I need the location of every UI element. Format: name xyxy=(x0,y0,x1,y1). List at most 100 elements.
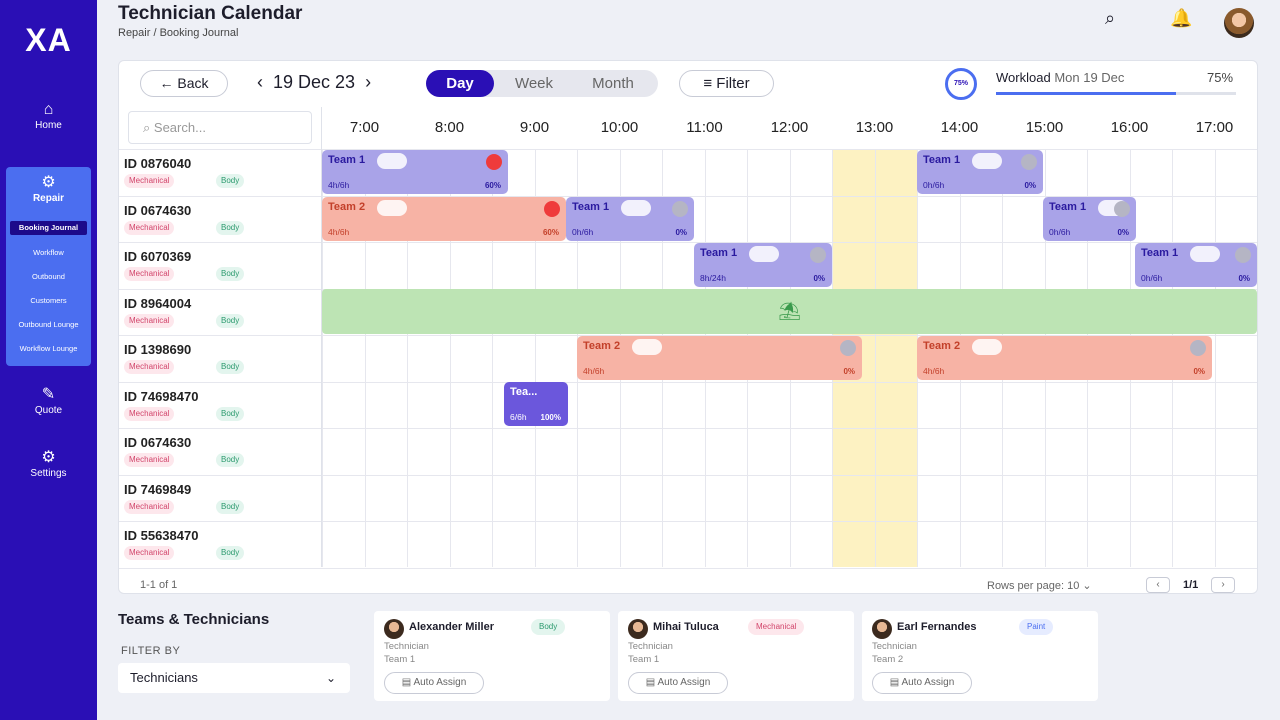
row-id[interactable]: ID 7469849 xyxy=(124,481,192,497)
back-button[interactable]: ← Back xyxy=(140,70,228,97)
chevron-left-icon[interactable]: ‹ xyxy=(257,72,263,92)
row-id[interactable]: ID 55638470 xyxy=(124,528,199,543)
grid-line xyxy=(874,149,876,567)
search-input[interactable]: ⌕ Search... xyxy=(128,111,312,144)
team-avatars xyxy=(749,246,779,262)
job-block[interactable]: Team 2 4h/6h 60% xyxy=(322,197,566,241)
technician-name: Earl Fernandes xyxy=(897,621,977,633)
nav-workflow-lounge[interactable]: Workflow Lounge xyxy=(19,344,78,353)
body-tag: Body xyxy=(216,406,245,421)
nav-quote[interactable]: ✎ Quote xyxy=(0,385,97,416)
pagination-range: 1-1 of 1 xyxy=(140,579,178,591)
nav-customers[interactable]: Customers xyxy=(30,296,67,305)
mechanical-tag: Mechanical xyxy=(124,267,175,281)
calendar-panel: ← Back ‹ 19 Dec 23 › Day Week Month ≡ Fi… xyxy=(118,60,1258,594)
technician-filter-select[interactable]: Technicians ⌄ xyxy=(118,663,350,693)
row-id[interactable]: ID 6070369 xyxy=(124,249,192,264)
row-id[interactable]: ID 0674630 xyxy=(124,202,192,218)
job-block[interactable]: Team 1 0h/6h 0% xyxy=(1043,197,1136,241)
job-hours: 0h/6h xyxy=(1049,227,1071,237)
nav-outbound-lounge[interactable]: Outbound Lounge xyxy=(18,320,79,329)
quote-icon: ✎ xyxy=(41,386,56,403)
technician-role: Technician xyxy=(628,641,673,652)
job-block[interactable]: Team 1 0h/6h 0% xyxy=(566,197,694,241)
body-tag: Body xyxy=(216,453,245,467)
status-icon[interactable] xyxy=(1114,201,1130,217)
auto-assign-button[interactable]: ▤ Auto Assign xyxy=(628,672,728,694)
job-hours: 0h/6h xyxy=(572,227,594,237)
status-icon[interactable] xyxy=(544,201,560,217)
technician-card[interactable]: Alexander Miller Body Technician Team 1 ▤ Au… xyxy=(374,611,610,701)
rows-per-page-select[interactable]: Rows per page: 10 ⌄ xyxy=(987,579,1092,592)
grid-line xyxy=(321,107,322,567)
auto-assign-button[interactable]: ▤ Auto Assign xyxy=(384,672,484,694)
job-hours: 6/6h xyxy=(510,412,527,422)
bell-icon[interactable]: 🔔 xyxy=(1170,8,1193,28)
page-title: Technician Calendar xyxy=(118,3,303,24)
grid-line xyxy=(534,149,536,567)
status-icon[interactable] xyxy=(810,247,826,263)
search-icon[interactable]: ⌕ xyxy=(1105,8,1116,28)
hour-label: 17:00 xyxy=(1195,119,1234,136)
nav-outbound[interactable]: Outbound xyxy=(32,272,65,281)
technician-card[interactable]: Earl Fernandes Paint Technician Team 2 ▤ Aut… xyxy=(862,611,1098,701)
prev-page-button[interactable]: ‹ xyxy=(1146,577,1170,593)
breadcrumb[interactable]: Repair / Booking Journal xyxy=(118,27,239,39)
grid-line xyxy=(119,195,1257,197)
page-indicator: 1/1 xyxy=(1183,579,1199,591)
job-team: Team 2 xyxy=(583,340,621,352)
row-id[interactable]: ID 1398690 xyxy=(124,342,192,357)
nav-booking-journal[interactable]: Booking Journal xyxy=(10,221,87,235)
job-progress: 0% xyxy=(1117,228,1129,237)
nav-settings[interactable]: ⚙ Settings xyxy=(0,448,97,479)
back-label: Back xyxy=(177,75,209,91)
grid-line xyxy=(119,381,1257,383)
beach-umbrella-icon: ⛱ xyxy=(778,301,801,321)
status-icon[interactable] xyxy=(1235,247,1251,263)
filter-button[interactable]: ≡ Filter xyxy=(679,70,774,97)
job-team: Tea... xyxy=(510,386,538,398)
job-block[interactable]: Tea... 6/6h 100% xyxy=(504,382,568,426)
status-icon[interactable] xyxy=(672,201,688,217)
team-avatars xyxy=(621,200,651,216)
job-block[interactable]: Team 1 4h/6h 60% xyxy=(322,150,508,194)
view-day[interactable]: Day xyxy=(426,70,494,97)
team-avatars xyxy=(972,339,1002,355)
hour-label: 10:00 xyxy=(600,119,639,136)
job-team: Team 1 xyxy=(923,154,961,166)
job-block[interactable]: Team 1 0h/6h 0% xyxy=(1135,243,1257,287)
nav-home[interactable]: ⌂ Home xyxy=(0,100,97,131)
job-hours: 0h/6h xyxy=(923,180,945,190)
status-icon[interactable] xyxy=(1021,154,1037,170)
user-avatar[interactable] xyxy=(1224,8,1254,38)
view-week[interactable]: Week xyxy=(514,75,554,92)
status-icon[interactable] xyxy=(840,340,856,356)
row-id[interactable]: ID 0674630 xyxy=(124,435,192,450)
view-month[interactable]: Month xyxy=(592,75,634,92)
status-icon[interactable] xyxy=(486,154,502,170)
next-page-button[interactable]: › xyxy=(1211,577,1235,593)
nav-workflow[interactable]: Workflow xyxy=(33,248,64,257)
status-icon[interactable] xyxy=(1190,340,1206,356)
auto-assign-button[interactable]: ▤ Auto Assign xyxy=(872,672,972,694)
job-block[interactable]: Team 2 4h/6h 0% xyxy=(577,336,862,380)
job-block[interactable]: Team 1 0h/6h 0% xyxy=(917,150,1043,194)
technician-card[interactable]: Mihai Tuluca Mechanical Technician Team 1 ▤ … xyxy=(618,611,854,701)
nav-repair[interactable]: ⚙ Repair xyxy=(6,173,91,204)
row-id[interactable]: ID 0876040 xyxy=(124,156,192,171)
row-id[interactable]: ID 74698470 xyxy=(124,388,199,404)
filter-icon: ≡ xyxy=(703,75,713,92)
rows-per-page-label: Rows per page: 10 xyxy=(987,580,1080,592)
technician-role: Technician xyxy=(384,641,429,652)
chevron-down-icon: ⌄ xyxy=(1082,580,1092,592)
row-id[interactable]: ID 8964004 xyxy=(124,295,192,311)
hour-label: 12:00 xyxy=(770,119,809,136)
body-tag: Body xyxy=(216,546,245,560)
hour-label: 9:00 xyxy=(519,119,550,136)
body-tag: Body xyxy=(216,220,245,235)
body-tag: Body xyxy=(216,313,245,328)
chevron-right-icon[interactable]: › xyxy=(365,72,372,92)
job-block[interactable]: Team 2 4h/6h 0% xyxy=(917,336,1212,380)
job-block[interactable]: Team 1 8h/24h 0% xyxy=(694,243,832,287)
calendar-toolbar: ← Back ‹ 19 Dec 23 › Day Week Month ≡ Fi… xyxy=(119,61,1257,107)
